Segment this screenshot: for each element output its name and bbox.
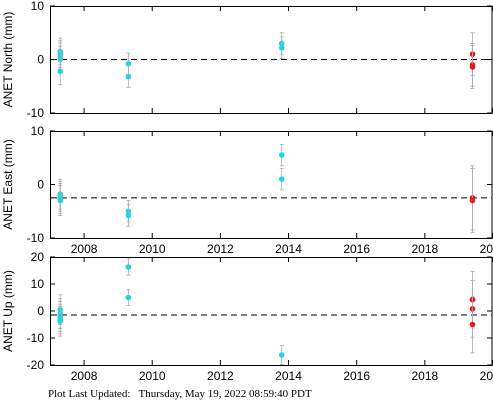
y-tick-label: 20 <box>31 250 45 264</box>
x-tick-label: 2020 <box>480 242 493 256</box>
data-point-cyan <box>278 152 285 158</box>
data-point-cyan <box>57 68 64 75</box>
x-tick-label: 2014 <box>275 242 302 256</box>
x-tick-label: 2010 <box>139 369 166 383</box>
y-axis-label: ANET East (mm) <box>1 139 15 229</box>
data-point-red <box>469 197 476 204</box>
y-tick-label: 10 <box>31 124 45 138</box>
x-tick-label: 2008 <box>71 369 98 383</box>
x-tick-label: 2012 <box>207 242 234 256</box>
data-point-cyan <box>125 294 132 301</box>
data-point-cyan <box>57 197 64 204</box>
chart-panel-1: -10 0 10 ANET North (mm) <box>1 0 493 120</box>
y-axis-label: ANET Up (mm) <box>1 270 15 352</box>
x-tick-label: 2010 <box>139 242 166 256</box>
x-tick-label: 2018 <box>411 242 438 256</box>
data-point-cyan <box>125 73 132 80</box>
plot-updated-footer: Plot Last Updated: Thursday, May 19, 202… <box>48 388 312 400</box>
data-point-cyan <box>278 176 285 182</box>
y-tick-label: 0 <box>37 53 44 67</box>
y-axis-label: ANET North (mm) <box>1 12 15 108</box>
x-tick-label: 2012 <box>207 369 234 383</box>
plot-frame <box>50 257 493 366</box>
data-point-cyan <box>57 318 64 325</box>
y-tick-label: -10 <box>27 106 45 120</box>
chart-panel-2: 2008 2010 2012 2014 2016 2018 2020 -10 0 10 ANET E… <box>1 124 493 256</box>
x-tick-label: 2016 <box>343 242 370 256</box>
x-tick-label: 2018 <box>411 369 438 383</box>
x-tick-label: 2020 <box>480 369 493 383</box>
y-tick-label: -10 <box>27 231 45 245</box>
data-point-cyan <box>125 212 132 219</box>
plot-frame <box>50 131 493 239</box>
data-point-cyan <box>278 44 285 51</box>
chart-panel-3: 2008 2010 2012 2014 2016 2018 2020 -20 -10 0 10 20 A… <box>1 250 493 383</box>
y-tick-label: 10 <box>31 0 45 13</box>
data-point-cyan <box>125 60 132 67</box>
data-point-red <box>469 64 476 70</box>
y-tick-label: -20 <box>27 358 45 372</box>
data-point-cyan <box>125 264 132 270</box>
y-tick-label: 0 <box>37 304 44 318</box>
x-tick-label: 2008 <box>71 242 98 256</box>
x-tick-label: 2014 <box>275 369 302 383</box>
data-point-red <box>469 321 476 328</box>
y-tick-label: 10 <box>31 277 45 291</box>
y-tick-label: -10 <box>27 331 45 345</box>
y-tick-label: 0 <box>37 178 44 192</box>
x-tick-label: 2016 <box>343 369 370 383</box>
data-point-cyan <box>278 352 285 358</box>
